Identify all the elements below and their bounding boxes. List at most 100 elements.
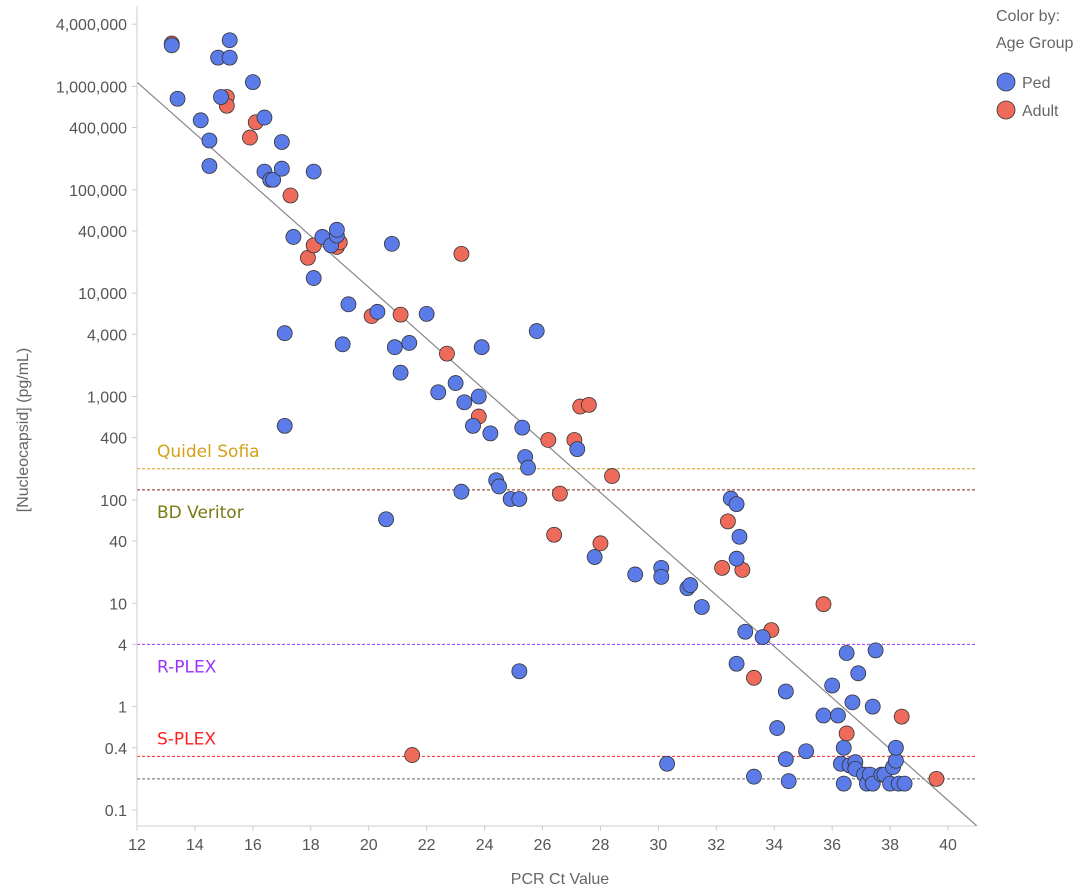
data-point-ped[interactable]	[453, 483, 470, 500]
data-point-ped[interactable]	[285, 229, 302, 245]
data-point-ped[interactable]	[244, 74, 261, 91]
data-point-ped[interactable]	[728, 496, 745, 513]
data-point-ped[interactable]	[659, 755, 675, 772]
data-point-ped[interactable]	[780, 773, 797, 790]
data-point-ped[interactable]	[737, 623, 754, 640]
data-point-ped[interactable]	[334, 336, 351, 353]
data-point-ped[interactable]	[201, 132, 218, 149]
data-point-ped[interactable]	[682, 577, 699, 593]
data-point-ped[interactable]	[777, 683, 794, 700]
data-point-ped[interactable]	[569, 441, 586, 458]
data-point-ped[interactable]	[491, 478, 507, 495]
data-point-ped[interactable]	[221, 32, 238, 49]
data-point-adult[interactable]	[746, 669, 762, 686]
data-point-ped[interactable]	[163, 37, 180, 54]
data-point-ped[interactable]	[838, 645, 855, 661]
data-point-ped[interactable]	[305, 163, 322, 180]
data-point-ped[interactable]	[728, 655, 745, 672]
data-point-ped[interactable]	[850, 665, 867, 682]
data-point-ped[interactable]	[514, 419, 531, 436]
data-point-ped[interactable]	[798, 743, 815, 760]
data-point-adult[interactable]	[928, 770, 945, 787]
data-point-ped[interactable]	[627, 566, 644, 583]
data-point-ped[interactable]	[528, 323, 545, 339]
data-point-ped[interactable]	[276, 417, 293, 434]
data-point-ped[interactable]	[401, 335, 418, 351]
data-point-ped[interactable]	[511, 491, 528, 507]
data-point-ped[interactable]	[769, 720, 786, 736]
data-point-ped[interactable]	[896, 775, 913, 792]
data-point-ped[interactable]	[265, 171, 282, 188]
data-point-ped[interactable]	[830, 707, 846, 724]
data-point-ped[interactable]	[754, 629, 771, 646]
data-point-ped[interactable]	[887, 739, 904, 756]
data-point-adult[interactable]	[439, 345, 455, 362]
data-point-ped[interactable]	[392, 364, 409, 381]
data-point-ped[interactable]	[201, 158, 218, 174]
data-point-ped[interactable]	[328, 221, 345, 238]
data-point-ped[interactable]	[864, 698, 881, 715]
data-point-ped[interactable]	[465, 417, 481, 434]
data-point-ped[interactable]	[378, 511, 395, 528]
data-point-ped[interactable]	[430, 384, 447, 401]
y-tick-label: 100,000	[69, 183, 127, 200]
data-point-ped[interactable]	[867, 642, 884, 659]
data-point-ped[interactable]	[693, 599, 710, 615]
data-point-ped[interactable]	[273, 134, 290, 150]
data-point-adult[interactable]	[580, 396, 597, 413]
data-point-ped[interactable]	[470, 388, 487, 405]
data-point-ped[interactable]	[418, 306, 435, 322]
data-point-ped[interactable]	[824, 677, 841, 694]
data-point-ped[interactable]	[369, 303, 386, 320]
data-point-ped[interactable]	[835, 739, 852, 756]
data-point-adult[interactable]	[551, 485, 568, 502]
data-point-ped[interactable]	[511, 663, 528, 680]
data-point-ped[interactable]	[192, 112, 209, 129]
data-point-ped[interactable]	[777, 751, 794, 768]
data-point-ped[interactable]	[447, 375, 464, 391]
data-point-ped[interactable]	[653, 568, 670, 585]
data-point-ped[interactable]	[835, 775, 852, 792]
data-point-adult[interactable]	[282, 187, 299, 204]
y-tick-label: 0.4	[105, 741, 127, 758]
data-point-adult[interactable]	[893, 708, 910, 725]
legend-marker-ped[interactable]	[996, 72, 1016, 92]
data-point-ped[interactable]	[728, 550, 745, 567]
legend-marker-adult[interactable]	[996, 100, 1016, 120]
data-point-ped[interactable]	[276, 325, 293, 342]
data-point-ped[interactable]	[305, 270, 322, 286]
data-point-ped[interactable]	[815, 707, 832, 724]
data-point-ped[interactable]	[273, 160, 290, 177]
data-point-ped[interactable]	[256, 109, 273, 126]
data-point-adult[interactable]	[453, 245, 470, 262]
data-point-adult[interactable]	[714, 559, 731, 576]
data-point-ped[interactable]	[169, 90, 186, 107]
data-point-adult[interactable]	[815, 596, 832, 613]
data-point-ped[interactable]	[482, 425, 499, 442]
data-point-adult[interactable]	[242, 129, 258, 146]
data-point-ped[interactable]	[221, 49, 238, 66]
data-point-adult[interactable]	[719, 513, 736, 530]
data-point-ped[interactable]	[731, 528, 748, 545]
data-point-ped[interactable]	[746, 768, 762, 785]
data-point-adult[interactable]	[592, 535, 609, 552]
legend-label-adult[interactable]: Adult	[1022, 103, 1059, 120]
data-point-ped[interactable]	[340, 296, 357, 313]
data-point-ped[interactable]	[844, 694, 861, 711]
data-point-adult[interactable]	[604, 468, 620, 484]
data-point-adult[interactable]	[404, 747, 421, 763]
data-point-ped[interactable]	[213, 89, 229, 105]
x-axis-title: PCR Ct Value	[511, 871, 610, 888]
data-point-adult[interactable]	[540, 432, 557, 448]
data-point-ped[interactable]	[383, 235, 400, 252]
data-point-adult[interactable]	[838, 725, 855, 742]
data-point-ped[interactable]	[456, 394, 473, 411]
data-point-ped[interactable]	[586, 549, 603, 565]
data-point-ped[interactable]	[473, 339, 490, 356]
data-point-adult[interactable]	[392, 306, 409, 323]
data-point-adult[interactable]	[546, 526, 563, 543]
legend-label-ped[interactable]: Ped	[1022, 75, 1050, 92]
data-point-ped[interactable]	[520, 459, 536, 476]
data-point-ped[interactable]	[386, 339, 403, 356]
y-tick-label: 400,000	[69, 121, 127, 138]
